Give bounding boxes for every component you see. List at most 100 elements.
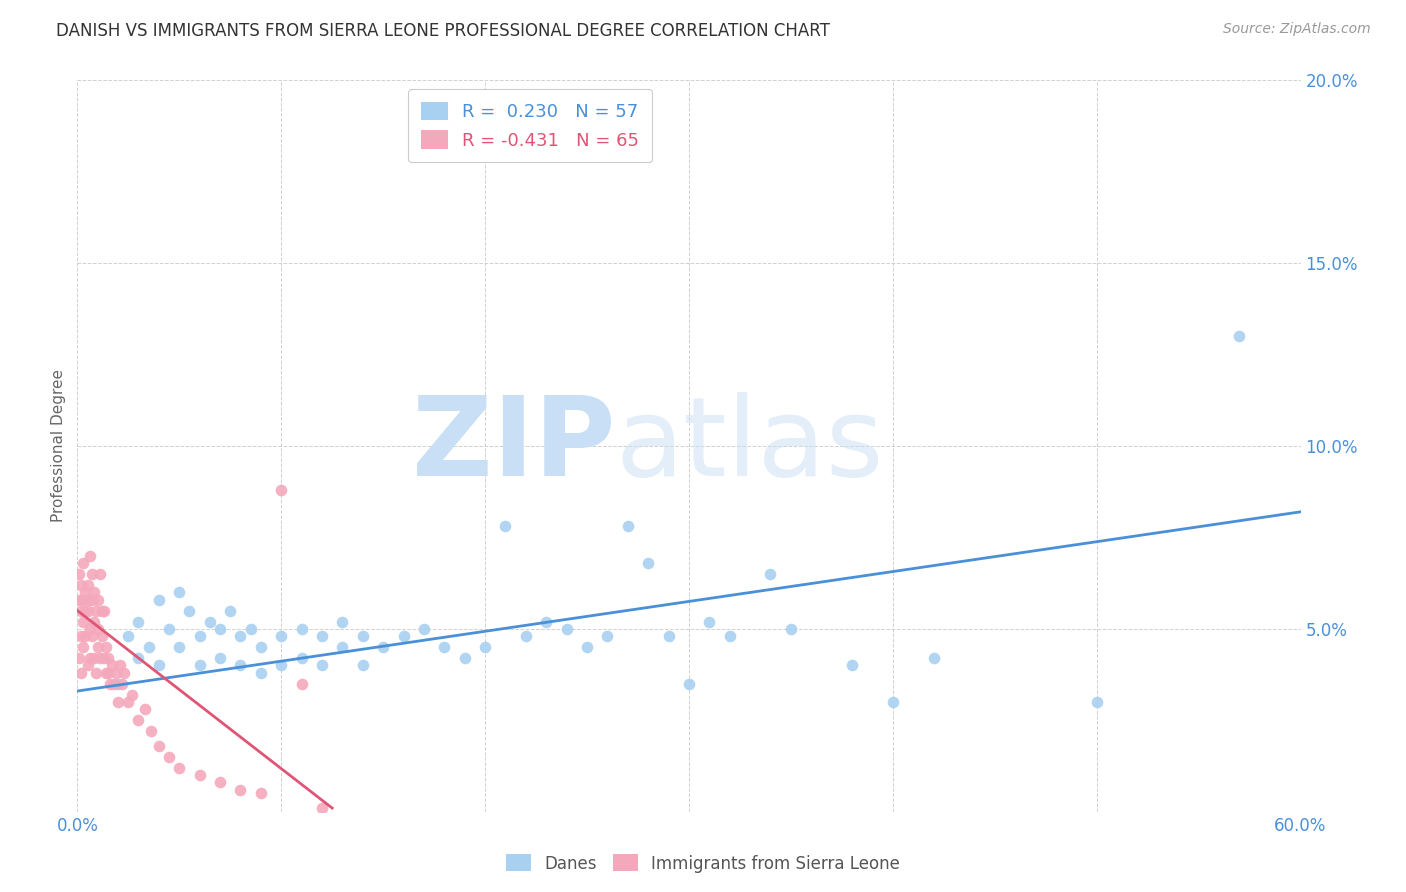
Point [148,658,170,673]
Point [79,651,101,665]
Point [699,615,721,629]
Point [72,640,94,655]
Point [90,603,112,617]
Point [97,651,120,665]
Point [72,592,94,607]
Point [67,651,90,665]
Point [70,603,93,617]
Legend: R =  0.230   N = 57, R = -0.431   N = 65: R = 0.230 N = 57, R = -0.431 N = 65 [408,89,652,162]
Point [80,567,103,582]
Point [433,640,456,655]
Text: atlas: atlas [616,392,884,500]
Point [87,622,110,636]
Point [94,665,117,680]
Point [112,665,135,680]
Point [107,695,129,709]
Point [80,592,103,607]
Point [270,629,292,643]
Point [76,603,98,617]
Point [89,651,111,665]
Point [270,483,292,497]
Text: DANISH VS IMMIGRANTS FROM SIERRA LEONE PROFESSIONAL DEGREE CORRELATION CHART: DANISH VS IMMIGRANTS FROM SIERRA LEONE P… [56,22,830,40]
Point [718,629,741,643]
Point [138,640,160,655]
Point [188,629,211,643]
Point [250,787,273,801]
Point [371,640,394,655]
Point [127,714,149,728]
Point [67,592,90,607]
Point [75,603,97,617]
Point [70,578,93,592]
Point [84,665,107,680]
Point [157,749,180,764]
Point [93,651,115,665]
Point [79,622,101,636]
Point [290,676,312,690]
Point [107,676,129,690]
Point [80,629,103,643]
Point [534,615,557,629]
Point [127,651,149,665]
Point [90,629,112,643]
Point [208,775,231,789]
Point [111,676,134,690]
Point [229,658,252,673]
Point [76,592,98,607]
Point [87,592,110,607]
Point [127,615,149,629]
Point [148,739,170,753]
Point [87,640,110,655]
Point [75,585,97,599]
Point [208,651,231,665]
Point [169,585,191,599]
Point [779,622,801,636]
Point [311,658,333,673]
Point [188,768,211,782]
Point [678,676,700,690]
Point [1085,695,1108,709]
Text: ZIP: ZIP [412,392,616,500]
Point [76,578,98,592]
Point [169,761,191,775]
Point [98,676,121,690]
Point [198,615,221,629]
Point [453,651,475,665]
Point [134,702,156,716]
Point [121,688,143,702]
Point [208,622,231,636]
Point [332,615,354,629]
Point [79,549,101,563]
Point [658,629,681,643]
Point [219,603,242,617]
Point [239,622,262,636]
Point [72,556,94,570]
Point [290,622,312,636]
Point [70,665,93,680]
Point [250,665,273,680]
Point [841,658,863,673]
Point [117,695,139,709]
Legend: Danes, Immigrants from Sierra Leone: Danes, Immigrants from Sierra Leone [499,847,907,880]
Point [229,629,252,643]
Point [105,665,128,680]
Point [83,651,105,665]
Point [94,640,117,655]
Point [392,629,415,643]
Point [108,658,131,673]
Point [617,519,640,533]
Point [188,658,211,673]
Point [576,640,599,655]
Point [332,640,354,655]
Point [83,615,105,629]
Point [596,629,619,643]
Point [89,567,111,582]
Point [515,629,537,643]
Point [179,603,201,617]
Text: Source: ZipAtlas.com: Source: ZipAtlas.com [1223,22,1371,37]
Point [75,629,97,643]
Point [474,640,496,655]
Point [157,622,180,636]
Point [311,801,333,815]
Point [117,629,139,643]
